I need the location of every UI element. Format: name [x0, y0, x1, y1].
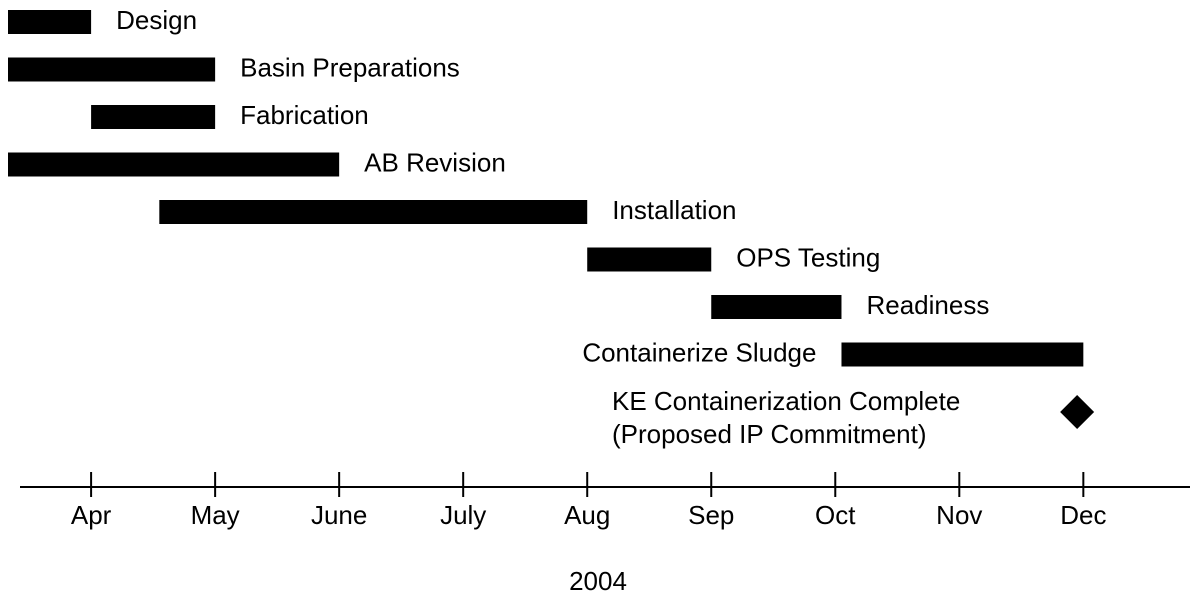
task-bar: [587, 247, 712, 272]
milestone-label: (Proposed IP Commitment): [612, 419, 927, 449]
x-tick-label: Oct: [815, 500, 856, 530]
task-bar: [711, 295, 842, 319]
x-tick-label: June: [311, 500, 367, 530]
milestone-label: KE Containerization Complete: [612, 386, 960, 416]
x-tick-label: July: [440, 500, 486, 530]
milestone: [1060, 395, 1095, 429]
x-tick-label: Nov: [936, 500, 982, 530]
task-label: Containerize Sludge: [582, 337, 816, 367]
task-label: Fabrication: [240, 100, 369, 130]
x-tick-label: Dec: [1060, 500, 1106, 530]
task-label: Basin Preparations: [240, 52, 460, 82]
task-label: AB Revision: [364, 147, 506, 177]
task-bar: [91, 105, 216, 129]
task-bar: [8, 152, 340, 177]
x-tick-label: Sep: [688, 500, 734, 530]
task-bar: [159, 200, 588, 224]
x-tick-label: May: [191, 500, 240, 530]
task-label: OPS Testing: [736, 242, 880, 272]
x-tick-label: Apr: [71, 500, 112, 530]
task-bar: [8, 57, 216, 82]
task-bar: [841, 342, 1084, 367]
task-label: Installation: [612, 195, 736, 225]
x-axis-label: 2004: [569, 566, 627, 596]
task-label: Design: [116, 5, 197, 35]
task-label: Readiness: [866, 290, 989, 320]
task-bar: [8, 10, 92, 34]
x-tick-label: Aug: [564, 500, 610, 530]
